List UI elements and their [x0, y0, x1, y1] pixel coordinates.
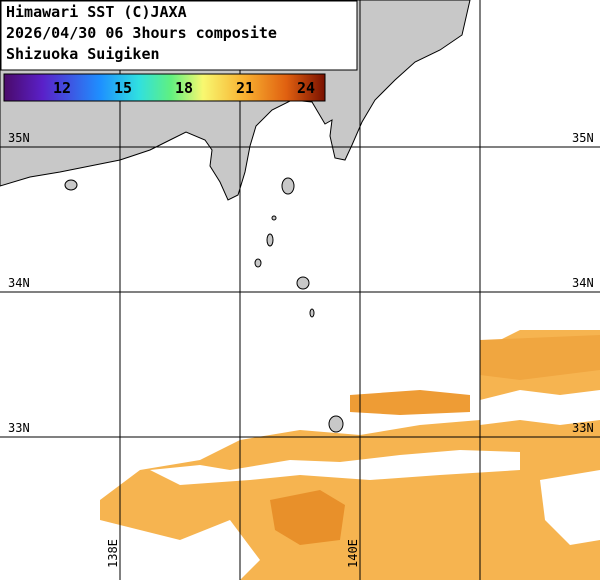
- warm-patch: [480, 335, 600, 380]
- island: [309, 308, 315, 318]
- cloud-gap: [150, 450, 520, 485]
- island: [266, 233, 274, 247]
- lat-label: 34N: [8, 276, 30, 290]
- island: [281, 177, 295, 195]
- colorbar-label: 15: [114, 79, 132, 97]
- lon-label: 138E: [106, 539, 120, 568]
- title-box: [0, 0, 358, 71]
- colorbar-label: 24: [297, 79, 315, 97]
- lat-label: 35N: [572, 131, 594, 145]
- colorbar-label: 12: [53, 79, 71, 97]
- sst-region: [100, 330, 600, 580]
- title-line: 2026/04/30 06 3hours composite: [6, 24, 277, 42]
- title-line: Himawari SST (C)JAXA: [6, 3, 187, 21]
- colorbar: [3, 73, 326, 102]
- lon-label: 140E: [346, 539, 360, 568]
- lat-label: 35N: [8, 131, 30, 145]
- colorbar-ticks: 12 15 18 21 24: [53, 79, 315, 97]
- sst-area: [100, 330, 600, 580]
- title-line: Shizuoka Suigiken: [6, 45, 160, 63]
- colorbar-label: 18: [175, 79, 193, 97]
- island: [271, 215, 277, 221]
- cloud-gap: [540, 470, 600, 545]
- island: [254, 258, 262, 268]
- lat-label: 33N: [8, 421, 30, 435]
- cloud-gap: [100, 520, 260, 580]
- colorbar-label: 21: [236, 79, 254, 97]
- warm-patch: [270, 490, 345, 545]
- cloud-gap: [480, 390, 600, 425]
- warm-patch: [350, 390, 470, 415]
- lat-label: 33N: [572, 421, 594, 435]
- island: [64, 179, 78, 191]
- island: [328, 415, 344, 433]
- lat-label: 34N: [572, 276, 594, 290]
- island: [296, 276, 310, 290]
